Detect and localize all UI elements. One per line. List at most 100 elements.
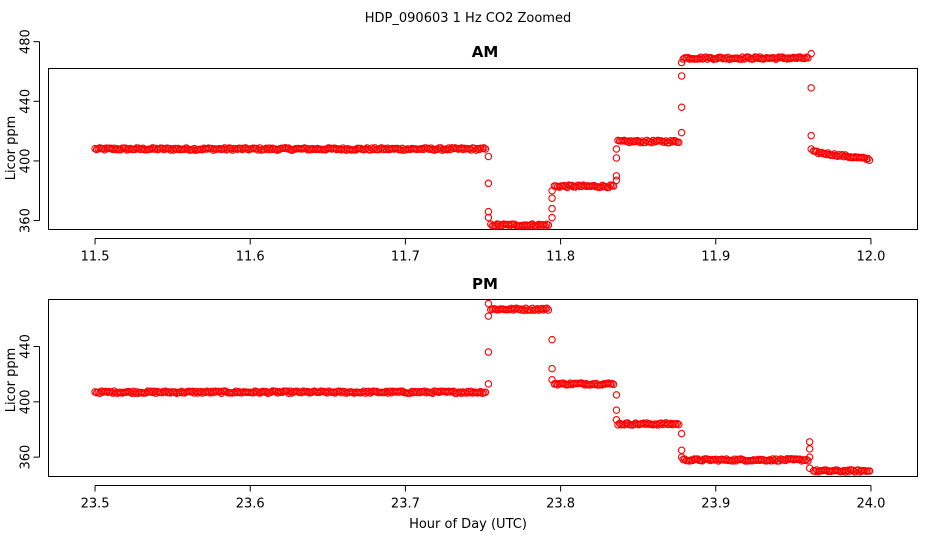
data-point [612, 172, 621, 180]
data-point [807, 49, 815, 58]
data-points-pm [91, 299, 874, 476]
pm-panel: PM Licor ppm 23.5 23.6 23.7 23.8 23.9 24.0 36… [4, 275, 918, 512]
data-point [805, 453, 814, 461]
data-point [609, 182, 618, 190]
x-tick-label-am: 11.6 [236, 250, 265, 265]
data-point [484, 299, 493, 308]
data-point [281, 144, 290, 152]
data-point [805, 438, 814, 446]
data-point [548, 364, 556, 373]
data-point [677, 453, 686, 461]
data-point [612, 416, 621, 424]
y-tick-label-am: 480 [19, 29, 34, 54]
plot-frame-pm [48, 299, 918, 477]
data-point [612, 154, 621, 162]
x-tick-label-pm: 24.0 [856, 497, 885, 512]
chart-title: HDP_090603 1 Hz CO2 Zoomed [365, 11, 571, 26]
data-point [677, 103, 686, 112]
data-point [476, 387, 485, 396]
data-point [675, 138, 683, 147]
data-point [484, 348, 493, 356]
data-point [484, 213, 493, 222]
x-axis-label: Hour of Day (UTC) [409, 517, 527, 532]
data-point [612, 145, 621, 153]
x-axis-pm: 23.5 23.6 23.7 23.8 23.9 24.0 [81, 485, 885, 512]
panel-title-am: AM [472, 43, 499, 61]
data-point [675, 420, 683, 429]
y-tick-label-am: 360 [19, 208, 34, 233]
data-point [807, 145, 815, 153]
data-point [484, 312, 493, 320]
data-point [677, 446, 686, 454]
data-point [841, 468, 850, 476]
data-point [805, 445, 814, 453]
data-point [673, 419, 681, 428]
data-point [612, 406, 621, 414]
x-tick-label-pm: 23.8 [546, 497, 575, 512]
y-tick-label-am: 400 [19, 149, 34, 174]
x-tick-label-pm: 23.6 [236, 497, 265, 512]
data-point [838, 151, 847, 159]
data-point [438, 146, 446, 154]
data-point [484, 152, 493, 161]
data-point [860, 154, 869, 162]
data-point [544, 306, 553, 314]
y-tick-label-pm: 400 [19, 389, 34, 414]
data-point [647, 138, 656, 147]
x-tick-label-am: 11.9 [701, 250, 730, 265]
data-point [865, 156, 874, 164]
data-point [544, 221, 553, 229]
data-point [539, 221, 548, 229]
x-axis-am: 11.5 11.6 11.7 11.8 11.9 12.0 [81, 238, 885, 265]
data-point [543, 304, 551, 313]
data-point [677, 72, 686, 80]
data-point [548, 375, 556, 384]
x-tick-label-pm: 23.9 [701, 497, 730, 512]
data-point [484, 380, 493, 388]
data-point [677, 128, 686, 137]
x-tick-label-am: 11.5 [81, 250, 110, 265]
data-point [677, 429, 686, 438]
data-point [548, 213, 556, 222]
x-tick-label-pm: 23.7 [391, 497, 420, 512]
y-tick-label-pm: 360 [19, 445, 34, 470]
y-axis-label-pm: Licor ppm [4, 348, 19, 413]
data-point [865, 467, 874, 475]
data-point [548, 186, 556, 195]
x-tick-label-pm: 23.5 [81, 497, 110, 512]
am-panel: AM Licor ppm 11.5 11.6 11.7 11.8 11.9 12.0 36… [4, 29, 918, 265]
data-point [804, 457, 812, 465]
data-point [548, 204, 556, 213]
data-point [481, 145, 490, 153]
y-axis-label-am: Licor ppm [4, 116, 19, 181]
data-point [737, 55, 745, 63]
y-tick-label-pm: 440 [19, 334, 34, 359]
data-point [480, 144, 488, 152]
data-point [548, 335, 556, 344]
data-point [805, 464, 814, 472]
data-point [612, 391, 621, 399]
data-points-am [91, 49, 874, 230]
panel-title-pm: PM [472, 275, 498, 293]
plot-frame-am [48, 68, 918, 230]
data-point [481, 388, 490, 396]
data-point [807, 84, 815, 92]
x-tick-label-am: 11.7 [391, 250, 420, 265]
x-tick-label-am: 11.8 [546, 250, 575, 265]
data-point [677, 58, 686, 67]
data-point [864, 154, 872, 163]
data-point [636, 138, 645, 147]
data-point [608, 379, 616, 388]
data-point [807, 131, 815, 140]
y-axis-pm: 360 400 440 [19, 334, 40, 470]
data-point [671, 137, 680, 145]
y-axis-am: 360 400 440 480 [19, 29, 40, 233]
data-point [548, 194, 556, 202]
x-tick-label-am: 12.0 [856, 250, 885, 265]
data-point [612, 176, 621, 185]
data-point [609, 380, 618, 389]
data-point [801, 54, 809, 62]
y-tick-label-am: 440 [19, 89, 34, 114]
data-point [541, 222, 549, 230]
